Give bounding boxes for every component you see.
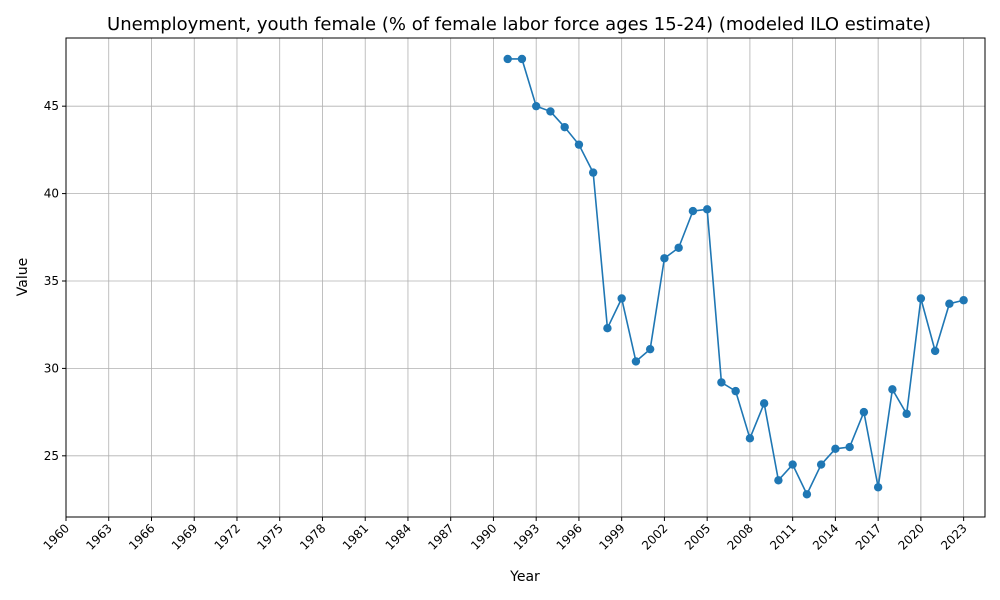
x-tick-label: 1975 [254, 521, 285, 552]
y-tick-label: 25 [44, 449, 59, 463]
data-point [831, 444, 840, 454]
data-point [802, 490, 812, 499]
x-tick-label: 2023 [938, 521, 969, 552]
data-point [902, 409, 911, 419]
data-point [845, 442, 854, 452]
data-point [774, 476, 783, 485]
data-point [603, 323, 612, 333]
series-layer [503, 54, 968, 499]
x-tick-label: 1999 [596, 521, 627, 552]
data-point [688, 206, 698, 216]
x-tick-label: 2002 [639, 521, 670, 552]
data-point [816, 460, 826, 469]
data-point [959, 296, 968, 305]
y-tick-label: 35 [44, 274, 59, 288]
chart-title: Unemployment, youth female (% of female … [107, 14, 931, 35]
data-point [560, 122, 569, 132]
data-point [660, 254, 669, 263]
data-point [702, 205, 712, 214]
y-tick-label: 45 [44, 99, 59, 113]
data-point [731, 386, 740, 396]
data-point [574, 140, 584, 149]
data-point [546, 107, 555, 116]
data-point [945, 299, 954, 308]
data-point [788, 460, 797, 469]
data-point [517, 54, 527, 64]
x-tick-label: 1981 [340, 521, 371, 552]
x-tick-label: 1972 [212, 521, 243, 552]
x-tick-label: 1990 [468, 521, 499, 552]
x-tick-label: 2011 [767, 521, 798, 552]
y-tick-label: 40 [44, 187, 59, 201]
grid [65, 38, 985, 517]
x-tick-label: 1978 [297, 521, 328, 552]
x-tick-label: 1966 [126, 521, 157, 552]
data-point [531, 101, 541, 111]
data-point [873, 483, 883, 492]
data-point [631, 357, 641, 366]
data-point [617, 294, 626, 303]
x-tick-label: 1960 [41, 521, 72, 552]
data-point [674, 243, 683, 252]
x-tick-label: 2017 [853, 521, 884, 552]
x-axis-label: Year [509, 569, 540, 585]
plot-frame [65, 37, 986, 518]
x-tick-label: 1984 [383, 521, 414, 552]
x-tick-label: 2014 [810, 521, 841, 552]
x-tick-label: 1969 [169, 521, 200, 552]
x-tick-label: 1993 [511, 521, 542, 552]
data-point [930, 346, 940, 356]
data-point [717, 378, 726, 387]
data-point [888, 385, 897, 394]
x-tick-label: 1996 [554, 521, 585, 552]
data-point [588, 168, 598, 177]
x-tick-label: 2020 [896, 521, 927, 552]
data-point [759, 399, 769, 408]
x-tick-label: 1963 [83, 521, 114, 552]
axes: 1960 1963 1966 1969 1972 1975 1978 1981 1984 1987… [41, 37, 986, 553]
series-line [507, 58, 964, 497]
data-point [745, 434, 755, 443]
y-tick-label: 30 [44, 361, 59, 375]
y-axis-label: Value [15, 258, 31, 296]
data-point [859, 407, 869, 417]
data-point [645, 344, 655, 354]
data-point [503, 54, 512, 64]
x-tick-label: 2005 [682, 521, 713, 552]
data-point [916, 294, 926, 303]
x-tick-label: 2008 [725, 521, 756, 552]
x-tick-label: 1987 [425, 521, 456, 552]
